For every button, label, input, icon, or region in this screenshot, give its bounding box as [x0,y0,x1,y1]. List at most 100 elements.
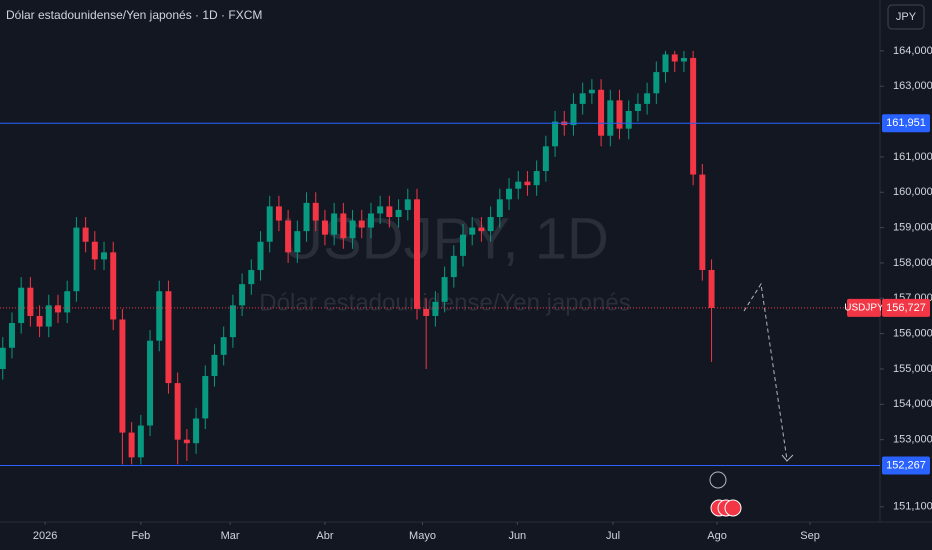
x-tick-label: Jun [508,530,526,542]
candle-body [91,241,98,260]
candle-body [441,277,448,302]
candle-body [413,199,420,309]
candle-body [266,206,273,242]
candle-body [625,110,632,129]
candle-body [607,100,614,136]
last-price-label: 156,727 [886,302,926,314]
x-tick-label: 2026 [33,530,57,542]
candle-body [294,231,301,253]
x-tick-label: Jul [606,530,620,542]
candle-body [18,287,25,324]
candle-body [82,227,89,242]
candle-body [423,308,430,316]
candle-body [680,57,687,62]
candle-body [524,181,531,186]
candle-body [64,291,71,313]
x-tick-label: Mayo [409,530,436,542]
candle-body [248,270,255,285]
candle-body [634,103,641,111]
candle-body [588,89,595,94]
candle-body [128,432,135,458]
candle-body [487,216,494,232]
candle-body [183,439,190,444]
y-tick-label: 161,000 [893,151,932,163]
level-label: 152,267 [886,459,926,471]
candle-body [239,284,246,306]
candle-body [496,199,503,217]
event-icon[interactable] [724,499,742,517]
candle-body [312,202,319,221]
candle-body [101,252,108,260]
currency-button[interactable] [887,4,925,30]
symbol-label: USDJPY [844,303,884,314]
candle-body [45,305,52,327]
candle-body [432,301,439,316]
y-tick-label: 163,000 [893,80,932,92]
candle-body [515,181,522,189]
candle-body [0,347,6,369]
candle-body [671,54,678,62]
candle-body [202,376,209,419]
event-icon[interactable] [709,471,727,489]
candle-body [552,121,559,147]
candle-body [229,305,236,338]
y-tick-label: 158,000 [893,257,932,269]
candle-body [321,220,328,235]
candle-body [662,54,669,73]
candle-body [616,100,623,129]
candle-body [367,213,374,228]
candle-body [303,202,310,232]
candle-body [331,213,338,235]
candle-body [165,291,172,384]
candle-body [579,93,586,104]
candle-body [147,340,154,426]
level-label: 161,951 [886,117,926,129]
candle-body [708,270,715,308]
y-tick-label: 151,100 [893,501,932,513]
candle-body [450,255,457,278]
candle-body [506,188,513,200]
level-label-box [882,456,930,475]
candle-body [690,57,697,175]
y-tick-label: 156,000 [893,328,932,340]
candle-body [340,213,347,239]
x-tick-label: Ago [707,530,727,542]
x-tick-label: Mar [221,530,240,542]
currency-label[interactable]: JPY [896,11,917,23]
candle-body [285,220,292,253]
candle-body [358,220,365,228]
candle-body [220,337,227,355]
candle-body [156,291,163,341]
projection-arrowhead [781,454,794,462]
y-tick-label: 155,000 [893,363,932,375]
y-tick-label: 160,000 [893,186,932,198]
candle-body [460,234,467,256]
candle-body [27,287,34,316]
candle-body [478,227,485,232]
candle-body [119,319,126,433]
candle-body [275,206,282,221]
candle-body [349,220,356,239]
projection-arrow [743,282,788,461]
candle-body [193,418,200,444]
candle-body [395,209,402,217]
chart-title: Dólar estadounidense/Yen japonés · 1D · … [6,8,262,22]
y-tick-label: 154,000 [893,398,932,410]
symbol-box [847,298,881,317]
candle-body [110,252,117,320]
x-tick-label: Feb [131,530,150,542]
x-tick-label: Sep [800,530,820,542]
x-tick-label: Abr [316,530,333,542]
level-label-box [882,114,930,133]
candle-body [73,227,80,292]
watermark: USDJPY, 1D [281,206,609,271]
candle-body [699,174,706,271]
candle-body [469,227,476,235]
candle-body [533,171,540,186]
candle-body [257,241,264,271]
candle-body [570,103,577,126]
y-tick-label: 153,000 [893,434,932,446]
candle-body [36,315,43,327]
